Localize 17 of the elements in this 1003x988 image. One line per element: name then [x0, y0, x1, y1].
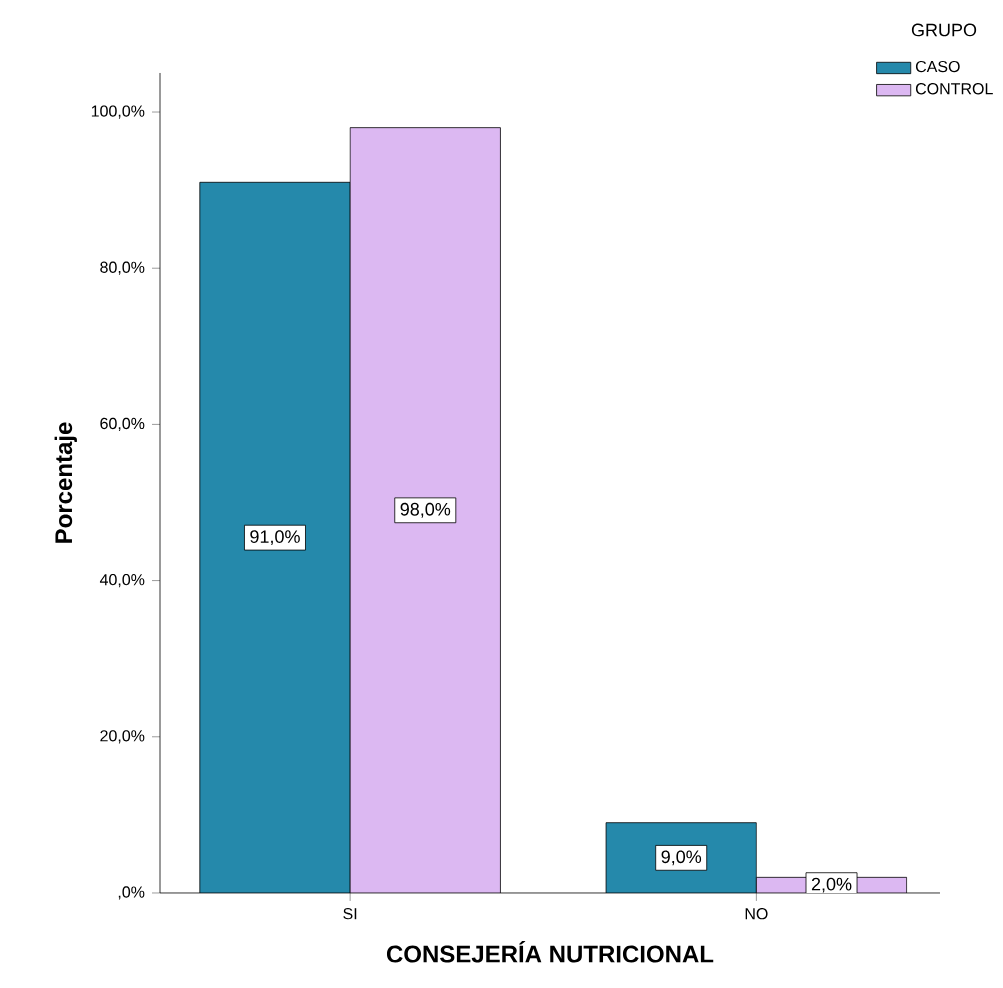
data-label: 98,0% [400, 502, 451, 518]
y-tick-label: 80,0% [100, 261, 145, 275]
y-tick-label: 20,0% [100, 730, 145, 744]
legend-title: GRUPO [911, 23, 977, 37]
y-tick-label: ,0% [118, 886, 145, 900]
x-tick-label: SI [343, 908, 357, 920]
x-tick-label: NO [745, 908, 768, 920]
data-label: 2,0% [811, 877, 852, 893]
y-axis-title: Porcentaje [54, 422, 77, 543]
legend-label: CASO [915, 60, 960, 73]
x-axis-title: CONSEJERÍA NUTRICIONAL [386, 941, 714, 963]
legend-label: CONTROL [915, 83, 993, 95]
y-tick-label: 40,0% [99, 574, 145, 588]
y-tick-label: 100,0% [91, 105, 145, 119]
data-label: 9,0% [661, 850, 702, 866]
data-label: 91,0% [250, 530, 300, 546]
y-tick-label: 60,0% [100, 417, 145, 432]
